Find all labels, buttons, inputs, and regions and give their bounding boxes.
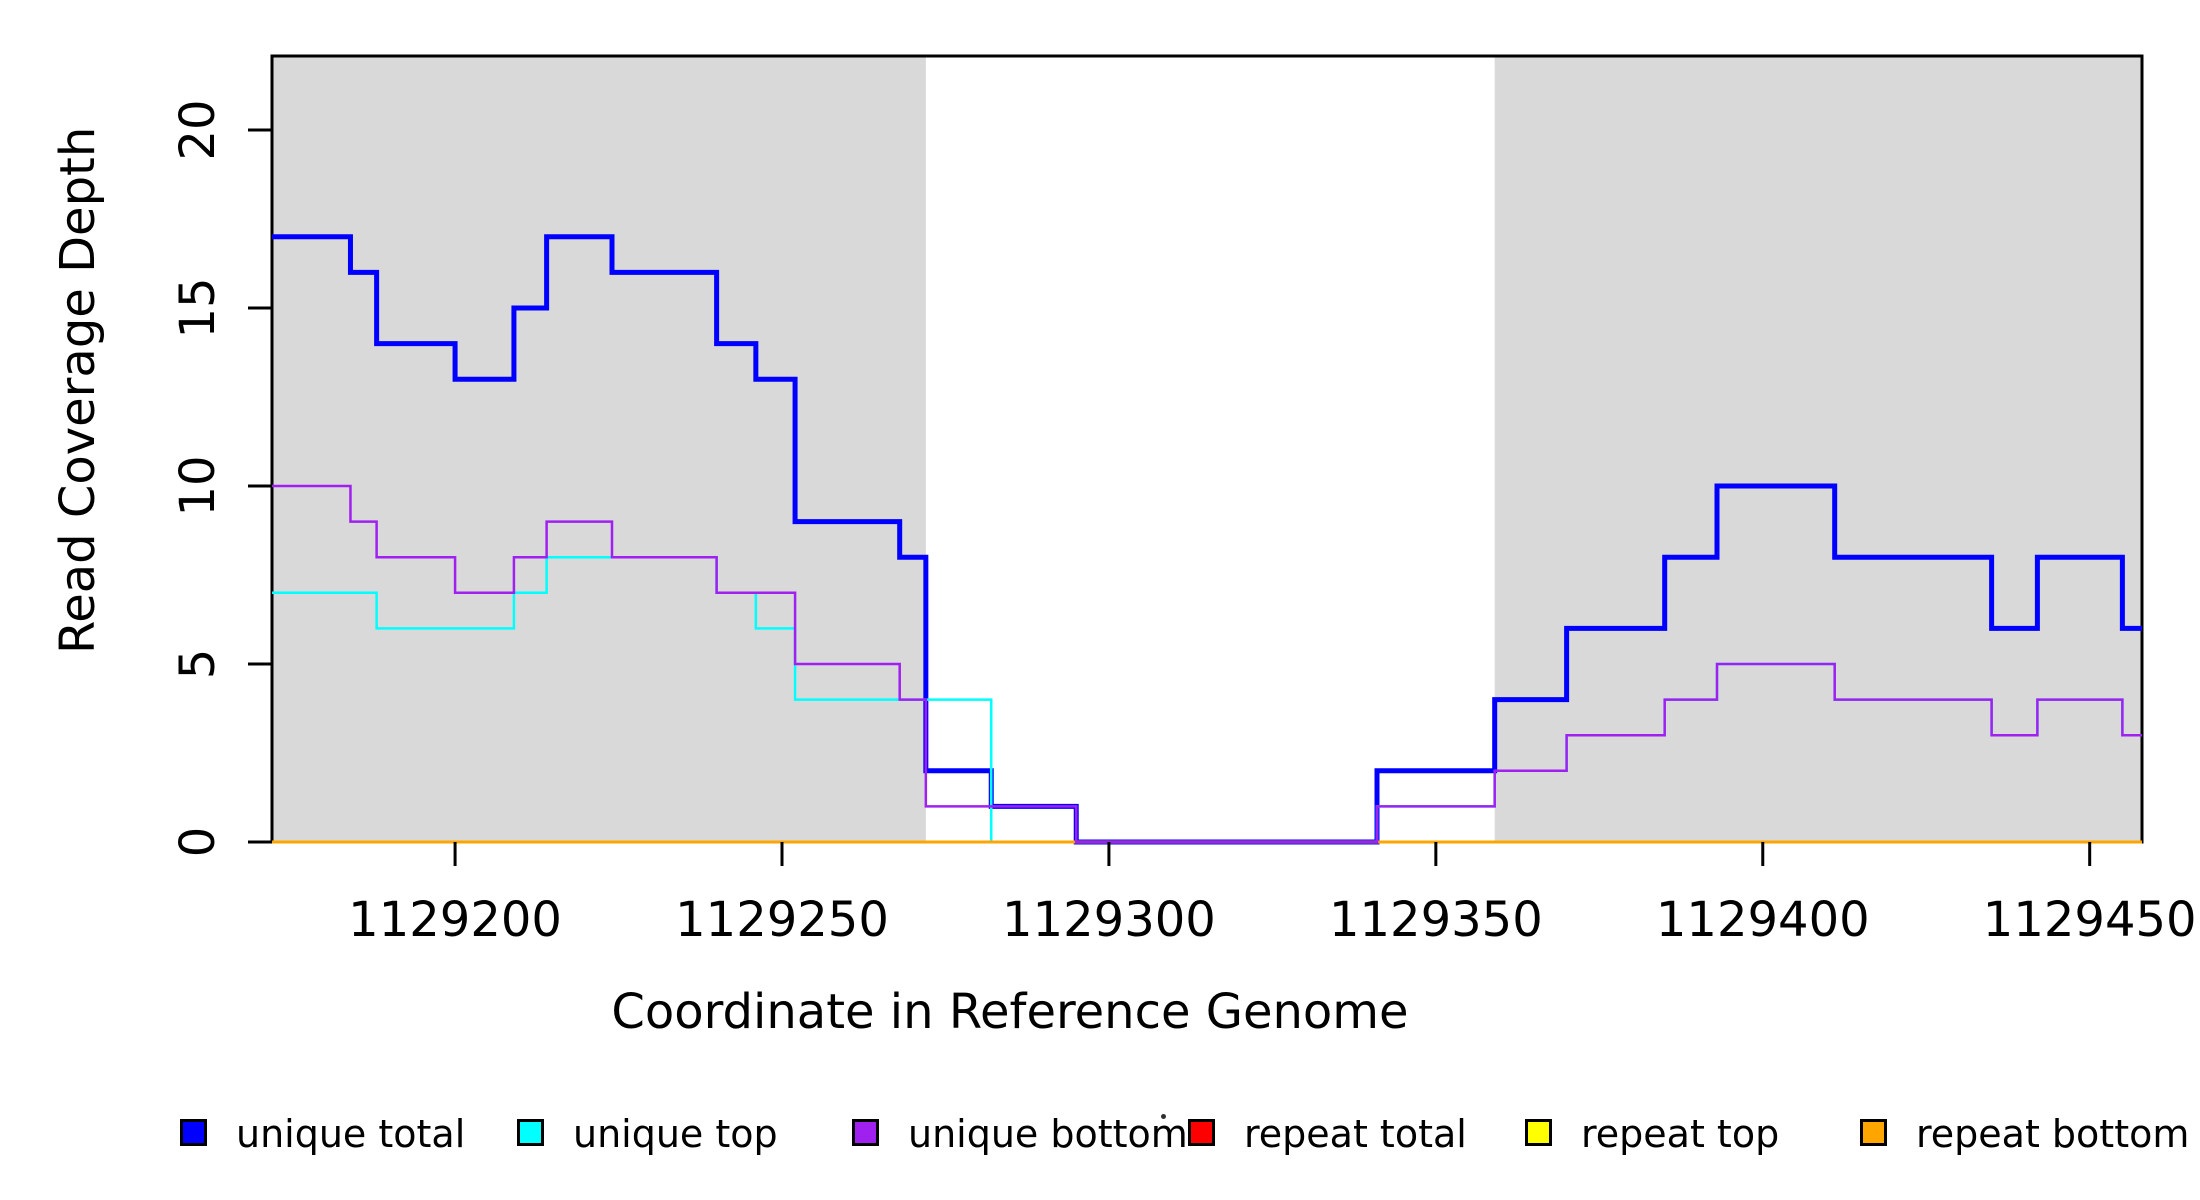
y-tick-label: 15 — [170, 277, 226, 338]
x-tick-label: 1129300 — [1002, 892, 1216, 948]
y-tick-label: 20 — [170, 99, 226, 160]
series-unique-bottom-line — [272, 484, 2142, 844]
x-tick-label: 1129350 — [1329, 892, 1543, 948]
legend-label-repeat-top: repeat top — [1581, 1112, 1780, 1156]
legend-label-repeat-total: repeat total — [1244, 1112, 1467, 1156]
legend-label-unique-bottom: unique bottom — [908, 1112, 1188, 1156]
x-tick-label: 1129450 — [1983, 892, 2197, 948]
series-unique-total-line — [272, 234, 2142, 845]
legend-label-repeat-bottom: repeat bottom — [1916, 1112, 2190, 1156]
y-tick-label: 5 — [170, 649, 226, 680]
legend-label-unique-top: unique top — [573, 1112, 778, 1156]
y-tick-label: 0 — [170, 827, 226, 858]
x-axis-title: Coordinate in Reference Genome — [611, 984, 1409, 1040]
x-tick-label: 1129250 — [675, 892, 889, 948]
y-axis-title: Read Coverage Depth — [50, 126, 106, 654]
shaded-region-left — [272, 56, 926, 842]
legend-swatch-repeat-top — [1525, 1119, 1552, 1146]
stray-dot-artifact — [1161, 1114, 1166, 1119]
legend-swatch-repeat-bottom — [1860, 1119, 1887, 1146]
legend-swatch-unique-top — [517, 1119, 544, 1146]
x-tick-label: 1129200 — [348, 892, 562, 948]
y-tick-label: 10 — [170, 455, 226, 516]
shaded-region-right — [1494, 56, 2142, 842]
legend-label-unique-total: unique total — [236, 1112, 466, 1156]
legend-swatch-repeat-total — [1188, 1119, 1215, 1146]
legend-swatch-unique-bottom — [852, 1119, 879, 1146]
x-tick-label: 1129400 — [1656, 892, 1870, 948]
legend-swatch-unique-total — [180, 1119, 207, 1146]
